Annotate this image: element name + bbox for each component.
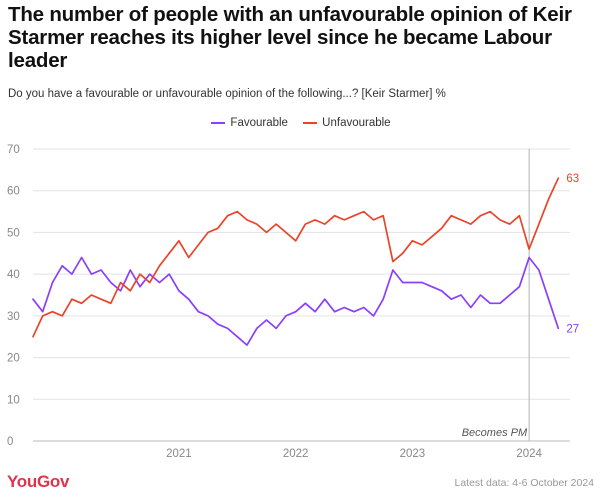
y-tick-label-10: 10 (7, 394, 20, 406)
legend-item-favourable: Favourable (211, 117, 288, 129)
x-axis: 2021 2022 2023 2024 (166, 448, 542, 460)
x-tick-label-2021: 2021 (166, 448, 192, 460)
chart-legend: Favourable Unfavourable (0, 115, 602, 129)
x-tick-label-2024: 2024 (516, 448, 542, 460)
y-tick-label-60: 60 (7, 186, 20, 198)
becomes-pm-label: Becomes PM (462, 427, 528, 439)
legend-swatch-unfavourable (303, 122, 318, 124)
series-line-favourable (32, 256, 560, 346)
legend-item-unfavourable: Unfavourable (303, 117, 391, 129)
legend-swatch-favourable (211, 122, 226, 124)
y-tick-label-20: 20 (7, 353, 20, 365)
x-tick-label-2022: 2022 (283, 448, 309, 460)
yougov-logo: YouGov (7, 472, 70, 491)
y-tick-label-0: 0 (7, 436, 13, 448)
y-tick-label-40: 40 (7, 269, 20, 281)
x-tick-label-2023: 2023 (400, 448, 426, 460)
y-tick-label-70: 70 (7, 144, 20, 156)
legend-label-unfavourable: Unfavourable (322, 117, 391, 129)
series-line-unfavourable (32, 177, 560, 338)
chart-title: The number of people with an unfavourabl… (8, 3, 572, 72)
y-tick-label-50: 50 (7, 227, 20, 239)
legend-label-favourable: Favourable (230, 117, 288, 129)
latest-data-note: Latest data: 4-6 October 2024 (454, 477, 594, 489)
chart-subtitle: Do you have a favourable or unfavourable… (8, 88, 446, 100)
y-tick-label-30: 30 (7, 311, 20, 323)
series-lines (32, 177, 560, 346)
becomes-pm-marker: Becomes PM (462, 149, 530, 441)
end-labels: 27 63 (566, 173, 579, 335)
end-label-favourable: 27 (566, 323, 579, 335)
end-label-unfavourable: 63 (566, 173, 579, 185)
grid-lines: 0 10 20 30 40 50 60 70 (7, 144, 570, 448)
